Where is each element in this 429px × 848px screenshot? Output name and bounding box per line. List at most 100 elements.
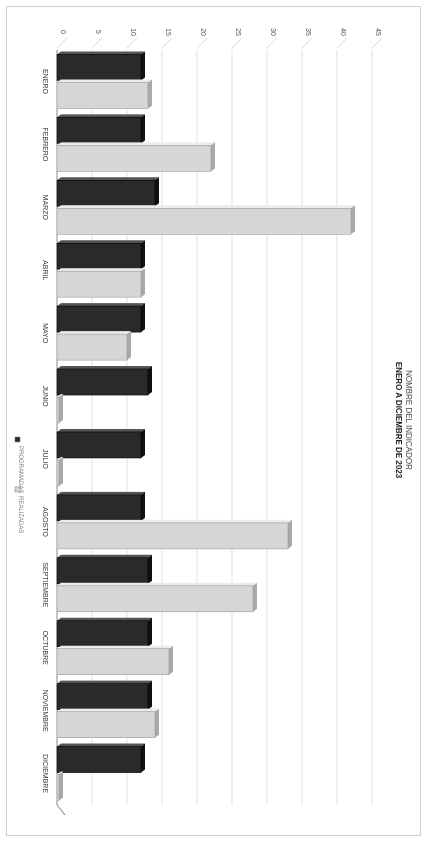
bar-top-realizadas (57, 519, 292, 523)
gridline-perspective (126, 37, 138, 49)
y-tick-label: 20 (199, 28, 206, 36)
bar-top-realizadas (57, 771, 63, 775)
bar-realizadas (56, 711, 156, 738)
bar-top-realizadas (57, 645, 173, 649)
legend-swatch (14, 436, 21, 443)
bar-top-programadas (57, 428, 145, 432)
bar-programadas (56, 620, 149, 648)
chart-subtitle: ENERO A DICIEMBRE DE 2023 (394, 362, 403, 479)
category-label: JUNIO (41, 386, 48, 408)
bar-top-programadas (57, 491, 145, 495)
bar-side-realizadas (59, 394, 63, 424)
bar-programadas (56, 117, 142, 144)
bar-realizadas (56, 396, 60, 424)
labels: ENERO FEBRERO MARZO ABRIL MAYO JUNIO JULIO AGOS… (41, 69, 48, 793)
bar-top-programadas (57, 554, 152, 558)
gridline-perspective (266, 37, 278, 49)
bar-side-programadas (141, 743, 145, 773)
bar-side-realizadas (288, 519, 292, 549)
y-tick-label: 0 (59, 30, 66, 34)
category-label: SEPTIEMBRE (41, 562, 48, 607)
bar-side-programadas (141, 114, 145, 144)
y-tick-label: 15 (164, 28, 171, 36)
bar-top-realizadas (57, 205, 355, 209)
bar-programadas (56, 683, 149, 710)
gridline-perspective (56, 37, 68, 49)
chart-frame (6, 6, 421, 836)
bar-realizadas (56, 459, 60, 487)
category-label: FEBRERO (41, 127, 48, 161)
bar-side-programadas (141, 491, 145, 521)
bar-side-realizadas (169, 645, 173, 675)
category-label: ENERO (41, 69, 48, 94)
bar-side-programadas (141, 51, 145, 81)
bar-programadas (56, 557, 149, 585)
bar-top-programadas (57, 51, 145, 55)
bar-side-realizadas (127, 331, 131, 361)
bar-realizadas (56, 774, 60, 801)
gridline-perspective (161, 37, 173, 49)
gridline-perspective (301, 37, 313, 49)
bar-top-programadas (57, 240, 145, 244)
bar-side-realizadas (141, 268, 145, 298)
y-tick-label: 25 (234, 28, 241, 36)
legend-label: PROGRAMADAS (17, 446, 23, 493)
y-tick-label: 35 (304, 28, 311, 36)
axis-floor-edge (56, 804, 66, 816)
category-label: ABRIL (41, 260, 48, 280)
category-label: DICIEMBRE (41, 754, 48, 793)
bar-programadas (56, 179, 156, 207)
chart-title: NOMBRE DEL INDICADOR (404, 370, 413, 470)
bar-realizadas (56, 522, 289, 550)
gridline-perspective (231, 37, 243, 49)
gridline-perspective (371, 37, 383, 49)
grid-lines (56, 37, 383, 805)
bar-side-programadas (148, 617, 152, 647)
bars (56, 51, 355, 801)
bar-top-realizadas (57, 331, 131, 335)
category-label: MAYO (41, 323, 48, 344)
bar-side-realizadas (253, 582, 257, 612)
legend: PROGRAMADAS REALIZADAS (14, 436, 23, 533)
bar-top-programadas (57, 617, 152, 621)
gridline-perspective (196, 37, 208, 49)
y-tick-label: 30 (269, 28, 276, 36)
category-label: JULIO (41, 449, 48, 469)
bar-realizadas (56, 207, 352, 235)
bar-programadas (56, 305, 142, 333)
bar-side-realizadas (351, 205, 355, 235)
bar-top-realizadas (57, 394, 63, 398)
axis: 0 5 10 15 20 25 30 35 40 45 (56, 28, 381, 816)
bar-top-realizadas (57, 708, 159, 712)
bar-realizadas (56, 145, 212, 172)
y-tick-label: 5 (94, 30, 101, 34)
legend-swatch (14, 486, 21, 493)
bar-side-programadas (141, 303, 145, 333)
bar-side-programadas (148, 554, 152, 584)
y-tick-label: 45 (374, 28, 381, 36)
category-label: MARZO (41, 195, 48, 221)
bar-top-programadas (57, 177, 159, 181)
bar-realizadas (56, 82, 149, 109)
bar-side-programadas (141, 240, 145, 270)
bar-top-programadas (57, 743, 145, 747)
bar-top-programadas (57, 366, 152, 370)
bar-realizadas (56, 270, 142, 298)
y-tick-label: 10 (129, 28, 136, 36)
bar-top-programadas (57, 303, 145, 307)
bar-realizadas (56, 333, 128, 361)
category-label: OCTUBRE (41, 631, 48, 666)
title-block: NOMBRE DEL INDICADOR ENERO A DICIEMBRE D… (394, 362, 413, 479)
legend-label: REALIZADAS (17, 496, 23, 533)
bar-side-realizadas (211, 142, 215, 172)
category-label: NOVIEMBRE (41, 690, 48, 732)
bar-side-realizadas (148, 79, 152, 109)
bar-realizadas (56, 648, 170, 676)
gridline-perspective (336, 37, 348, 49)
bar-programadas (56, 494, 142, 522)
bar-programadas (56, 368, 149, 396)
bar-top-programadas (57, 114, 145, 118)
bar-programadas (56, 242, 142, 270)
